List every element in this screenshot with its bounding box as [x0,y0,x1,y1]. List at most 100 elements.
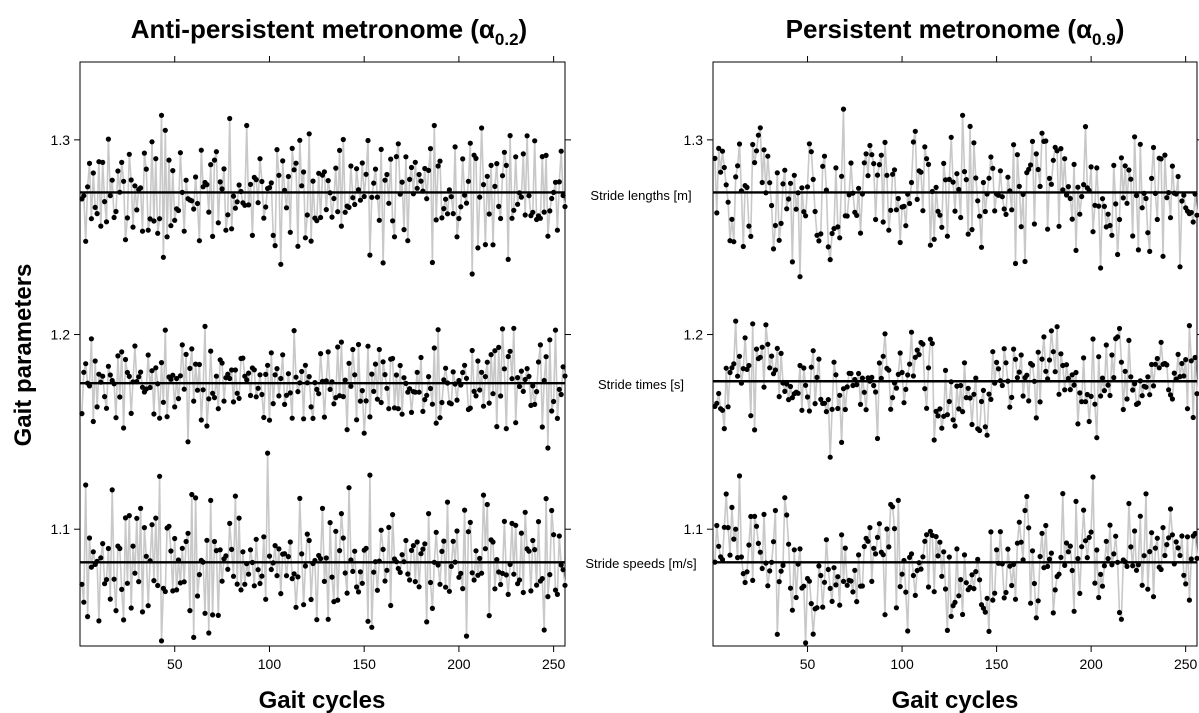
series-stride-lengths [712,106,1199,280]
data-point [554,415,561,421]
data-point [503,572,509,578]
data-point [958,382,964,389]
data-point [426,510,432,517]
data-point [340,535,346,541]
data-point [1098,571,1104,578]
data-point [454,528,460,534]
data-point [232,367,238,373]
data-point [223,227,229,233]
data-point [380,546,386,553]
data-point [1115,334,1121,340]
data-point [329,214,335,220]
data-point [1115,251,1121,258]
data-point [242,581,248,587]
x-tick-label: 200 [447,656,471,672]
data-point [1071,161,1077,167]
data-point [854,599,860,605]
data-point [1014,375,1021,381]
data-point [1118,359,1124,365]
data-point [774,170,780,176]
data-point [1045,563,1051,570]
data-point [372,361,379,367]
data-point [748,513,754,520]
data-point [780,181,786,187]
data-point [293,160,299,166]
data-point [516,383,523,390]
data-point [986,628,992,635]
data-point [918,566,924,572]
data-point [391,234,398,240]
data-point [1090,229,1096,235]
data-point [183,538,189,545]
panel-2-x-axis-title: Gait cycles [892,687,1019,713]
data-point [1183,581,1189,587]
data-point [287,390,293,396]
data-point [729,216,735,222]
data-point [94,211,100,217]
data-point [355,341,362,348]
data-point [837,602,843,608]
data-point [908,329,915,335]
data-point [907,361,913,367]
data-point [158,638,165,644]
data-point [316,391,322,397]
series-stride-times [712,318,1199,460]
data-point [395,406,401,412]
data-point [297,137,303,143]
data-point [427,579,434,586]
data-point [427,146,434,152]
data-point [136,579,142,585]
data-point [124,369,130,376]
data-point [560,192,566,199]
data-point [83,238,89,244]
data-point [429,605,435,612]
data-point [1143,384,1149,390]
data-point [810,631,816,637]
data-point [999,382,1005,389]
data-point [839,532,845,538]
data-point [1058,146,1064,152]
data-point [170,372,176,378]
data-point [1124,396,1130,402]
data-point [810,348,816,354]
data-point [960,409,966,415]
data-point [246,370,252,376]
data-point [746,542,752,548]
data-point [302,563,308,569]
data-point [365,343,371,349]
y-axis-title: Gait parameters [10,264,37,447]
data-point [496,344,502,350]
data-point [403,537,409,544]
data-point [778,568,784,574]
data-point [141,525,147,531]
data-point [973,175,979,181]
data-point [253,536,259,542]
data-point [1096,354,1102,360]
data-point [473,155,479,161]
data-point [460,156,466,162]
data-point [772,222,779,229]
data-point [920,554,926,560]
data-point [1186,323,1192,329]
data-point [119,349,125,355]
data-point [1128,374,1134,380]
data-point [460,586,466,592]
data-point [1016,369,1022,375]
data-point [357,398,363,404]
data-point [1150,594,1157,600]
data-point [249,232,255,238]
data-point [727,369,733,376]
data-point [1018,352,1024,358]
data-point [816,356,822,362]
data-point [302,362,308,368]
data-point [272,243,278,249]
data-point [1181,192,1187,198]
panel-1-ticks: 50 100 150 200 250 1.1 1.2 1.3 [51,56,571,672]
data-point [886,227,892,233]
data-point [244,122,250,129]
data-point [1192,530,1198,537]
data-point [463,633,470,639]
data-point [954,171,960,177]
data-point [1135,562,1141,568]
data-point [371,388,377,394]
